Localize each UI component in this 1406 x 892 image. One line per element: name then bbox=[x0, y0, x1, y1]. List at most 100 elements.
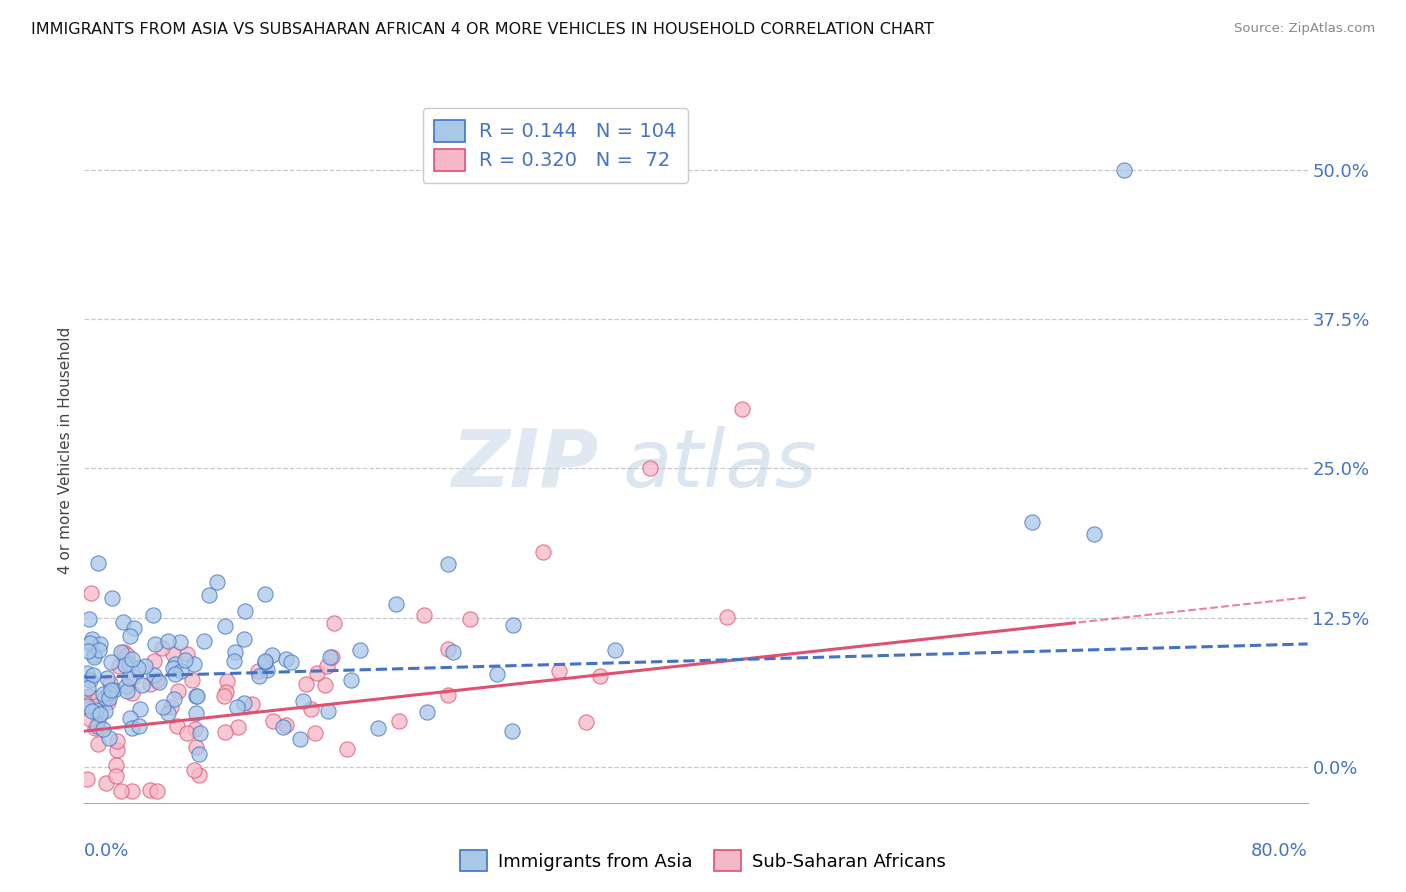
Point bbox=[138, 783, 160, 797]
Point bbox=[290, 731, 312, 746]
Point bbox=[458, 612, 481, 626]
Point bbox=[150, 641, 173, 656]
Point bbox=[118, 671, 141, 685]
Point bbox=[110, 645, 132, 659]
Text: IMMIGRANTS FROM ASIA VS SUBSAHARAN AFRICAN 4 OR MORE VEHICLES IN HOUSEHOLD CORRE: IMMIGRANTS FROM ASIA VS SUBSAHARAN AFRIC… bbox=[31, 22, 934, 37]
Point bbox=[142, 655, 165, 669]
Point bbox=[184, 706, 207, 720]
Point bbox=[94, 704, 117, 718]
Point bbox=[118, 710, 141, 724]
Point bbox=[340, 673, 363, 688]
Point bbox=[193, 634, 215, 648]
Point bbox=[271, 720, 294, 734]
Point bbox=[197, 588, 219, 602]
Point bbox=[105, 769, 128, 783]
Point bbox=[609, 162, 631, 177]
Point bbox=[121, 721, 143, 735]
Point bbox=[100, 591, 122, 605]
Point bbox=[76, 698, 98, 713]
Point bbox=[276, 718, 298, 732]
Point bbox=[1114, 162, 1136, 177]
Point bbox=[82, 705, 104, 719]
Point bbox=[76, 666, 98, 681]
Point bbox=[121, 784, 143, 798]
Legend: Immigrants from Asia, Sub-Saharan Africans: Immigrants from Asia, Sub-Saharan Africa… bbox=[453, 843, 953, 879]
Point bbox=[314, 678, 336, 692]
Point bbox=[174, 653, 197, 667]
Point bbox=[186, 690, 208, 704]
Point bbox=[307, 666, 329, 681]
Point bbox=[242, 697, 264, 711]
Point bbox=[262, 714, 284, 728]
Point bbox=[110, 784, 132, 798]
Point bbox=[214, 619, 236, 633]
Point bbox=[589, 669, 612, 683]
Point bbox=[98, 731, 121, 745]
Point bbox=[84, 699, 107, 714]
Point bbox=[349, 643, 371, 657]
Point bbox=[142, 607, 165, 622]
Point bbox=[548, 664, 571, 678]
Point bbox=[127, 661, 149, 675]
Point bbox=[233, 696, 256, 710]
Point bbox=[319, 649, 342, 664]
Text: 0.0%: 0.0% bbox=[84, 841, 129, 860]
Point bbox=[89, 637, 111, 651]
Point bbox=[180, 673, 202, 687]
Point bbox=[603, 643, 626, 657]
Point bbox=[114, 658, 136, 673]
Point bbox=[437, 558, 460, 572]
Point bbox=[148, 675, 170, 690]
Point bbox=[233, 632, 256, 646]
Point bbox=[163, 667, 186, 681]
Text: 80.0%: 80.0% bbox=[1251, 841, 1308, 860]
Point bbox=[114, 645, 136, 659]
Point bbox=[77, 689, 100, 703]
Point bbox=[89, 707, 111, 722]
Point bbox=[253, 654, 276, 668]
Point bbox=[77, 644, 100, 658]
Point bbox=[301, 702, 323, 716]
Point bbox=[108, 659, 131, 673]
Point bbox=[86, 719, 108, 733]
Point bbox=[87, 691, 110, 706]
Point bbox=[96, 671, 118, 685]
Point bbox=[128, 719, 150, 733]
Point bbox=[156, 633, 179, 648]
Point bbox=[84, 721, 107, 735]
Point bbox=[441, 645, 464, 659]
Point bbox=[187, 747, 209, 762]
Point bbox=[184, 689, 207, 703]
Point bbox=[188, 768, 211, 782]
Point bbox=[321, 650, 343, 665]
Point bbox=[502, 618, 524, 632]
Point bbox=[253, 587, 276, 601]
Point bbox=[388, 714, 411, 729]
Point bbox=[80, 632, 103, 646]
Point bbox=[94, 690, 117, 705]
Point bbox=[82, 667, 104, 681]
Point bbox=[146, 784, 169, 798]
Point bbox=[183, 763, 205, 777]
Point bbox=[79, 712, 101, 726]
Point bbox=[146, 673, 169, 687]
Point bbox=[638, 461, 661, 475]
Point bbox=[247, 669, 270, 683]
Point bbox=[246, 664, 269, 678]
Point bbox=[121, 652, 143, 666]
Point bbox=[76, 772, 98, 786]
Point bbox=[165, 657, 187, 671]
Point bbox=[97, 695, 120, 709]
Point bbox=[166, 719, 188, 733]
Point bbox=[291, 694, 314, 708]
Text: atlas: atlas bbox=[623, 425, 817, 504]
Point bbox=[183, 657, 205, 671]
Point bbox=[575, 714, 598, 729]
Point bbox=[105, 733, 128, 747]
Point bbox=[215, 673, 238, 688]
Point bbox=[131, 678, 153, 692]
Point bbox=[315, 658, 337, 673]
Text: Source: ZipAtlas.com: Source: ZipAtlas.com bbox=[1234, 22, 1375, 36]
Point bbox=[143, 637, 166, 651]
Point bbox=[98, 676, 121, 690]
